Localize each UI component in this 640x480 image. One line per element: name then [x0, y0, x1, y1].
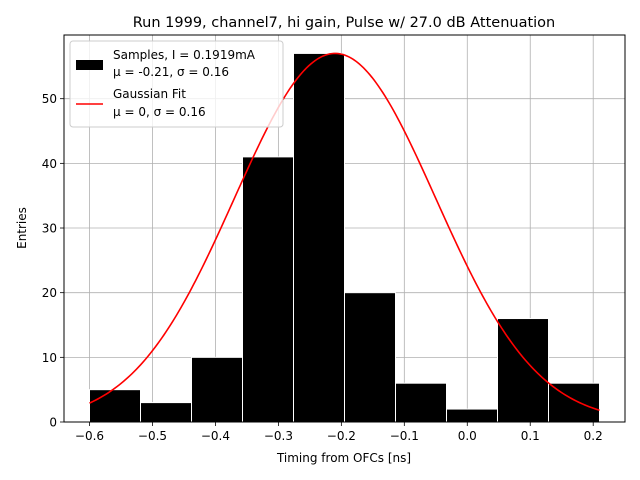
y-tick-label-2: 20	[42, 286, 57, 300]
gaussian-fit-layer	[89, 52, 600, 412]
x-tick-label-1: −0.5	[138, 429, 167, 443]
y-axis-label: Entries	[15, 207, 29, 249]
histogram-bar-4	[293, 52, 345, 423]
y-tick-label-0: 0	[49, 416, 57, 430]
x-axis-ticks: −0.6 −0.5 −0.4 −0.3 −0.2 −0.1 0.0 0.1 0.2	[75, 422, 603, 443]
gaussian-fit-curve	[89, 52, 600, 412]
histogram-bar-1	[140, 402, 192, 423]
x-tick-label-4: −0.2	[327, 429, 356, 443]
histogram-bar-0	[89, 389, 141, 423]
y-tick-label-1: 10	[42, 351, 57, 365]
plot-frame	[63, 34, 626, 423]
y-tick-label-5: 50	[42, 92, 57, 106]
x-tick-label-6: 0.0	[458, 429, 477, 443]
legend-fit-label: Gaussian Fit	[113, 87, 186, 101]
histogram-bar-3	[242, 156, 294, 423]
histogram-bar-6	[395, 382, 447, 423]
legend-fit-stats: μ = 0, σ = 0.16	[113, 105, 206, 119]
histogram-bars	[89, 52, 600, 423]
legend-samples-label: Samples, I = 0.1919mA	[113, 48, 256, 62]
histogram-bar-2	[191, 356, 243, 423]
y-tick-label-4: 40	[42, 157, 57, 171]
legend-samples-stats: μ = -0.21, σ = 0.16	[113, 65, 229, 79]
y-tick-label-3: 30	[42, 222, 57, 236]
x-tick-label-8: 0.2	[584, 429, 603, 443]
y-axis-ticks: 0 10 20 30 40 50	[42, 92, 64, 430]
x-tick-label-2: −0.4	[201, 429, 230, 443]
legend-frame	[69, 40, 284, 128]
histogram-bar-7	[446, 408, 498, 423]
x-axis-label: Timing from OFCs [ns]	[276, 451, 411, 465]
x-tick-label-3: −0.3	[264, 429, 293, 443]
histogram-bar-5	[344, 292, 396, 423]
legend: Samples, I = 0.1919mA μ = -0.21, σ = 0.1…	[69, 40, 284, 128]
x-tick-label-5: −0.1	[390, 429, 419, 443]
legend-samples-swatch	[76, 60, 103, 70]
x-tick-label-0: −0.6	[75, 429, 104, 443]
x-tick-label-7: 0.1	[521, 429, 540, 443]
chart-title: Run 1999, channel7, hi gain, Pulse w/ 27…	[133, 15, 556, 31]
